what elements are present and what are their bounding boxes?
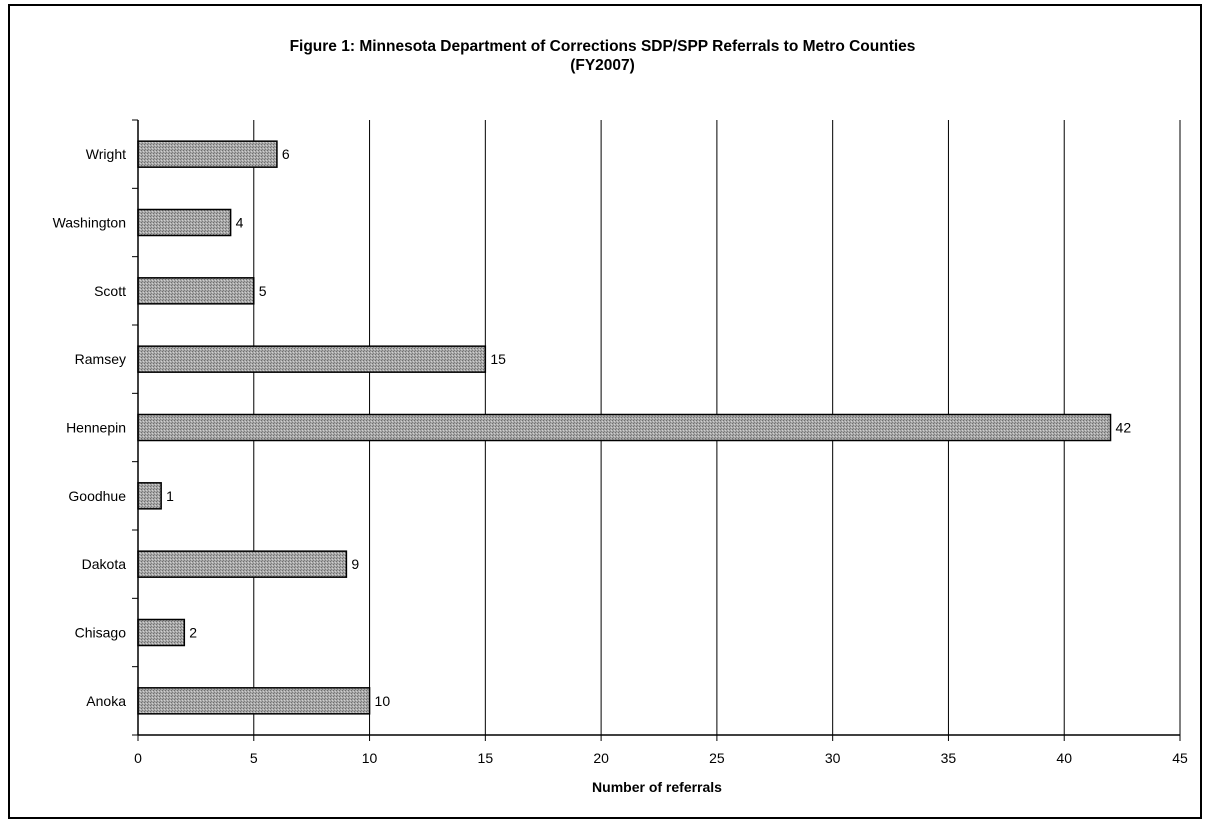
data-label: 10 [375, 693, 391, 709]
x-tick-label: 40 [1056, 750, 1072, 766]
data-label: 4 [236, 215, 244, 231]
data-label: 5 [259, 283, 267, 299]
x-tick-label: 10 [362, 750, 378, 766]
chart-frame [8, 4, 1202, 819]
data-label: 1 [166, 488, 174, 504]
category-label: Hennepin [66, 420, 126, 436]
data-label: 15 [490, 351, 506, 367]
bar-chisago [137, 618, 186, 647]
category-label: Scott [94, 283, 126, 299]
data-label: 2 [189, 625, 197, 641]
x-tick-label: 45 [1172, 750, 1188, 766]
data-label: 6 [282, 146, 290, 162]
bar-anoka [137, 687, 371, 715]
x-tick-label: 5 [250, 750, 258, 766]
category-label: Anoka [86, 693, 126, 709]
chart-subtitle: (FY2007) [570, 57, 635, 74]
chart-title: Figure 1: Minnesota Department of Correc… [289, 38, 916, 55]
bar-ramsey [137, 345, 487, 373]
bar-scott [137, 277, 255, 305]
category-label: Dakota [82, 556, 127, 572]
data-label: 42 [1116, 420, 1132, 436]
axes [132, 119, 1181, 741]
x-tick-label: 20 [593, 750, 609, 766]
bar-dakota [137, 550, 348, 578]
x-tick-label: 25 [709, 750, 725, 766]
x-axis-title: Number of referrals [592, 779, 722, 795]
category-label: Chisago [75, 625, 127, 641]
category-label: Ramsey [75, 351, 126, 367]
data-label: 9 [351, 556, 359, 572]
x-tick-label: 15 [478, 750, 494, 766]
bar-wright [137, 140, 278, 168]
bars [137, 140, 1112, 715]
x-tick-label: 30 [825, 750, 841, 766]
x-tick-label: 35 [941, 750, 957, 766]
x-tick-label: 0 [134, 750, 142, 766]
category-label: Wright [86, 146, 126, 162]
bar-hennepin [137, 413, 1112, 442]
category-label: Washington [53, 215, 126, 231]
category-label: Goodhue [68, 488, 126, 504]
bar-goodhue [137, 482, 162, 510]
bar-washington [137, 208, 232, 237]
